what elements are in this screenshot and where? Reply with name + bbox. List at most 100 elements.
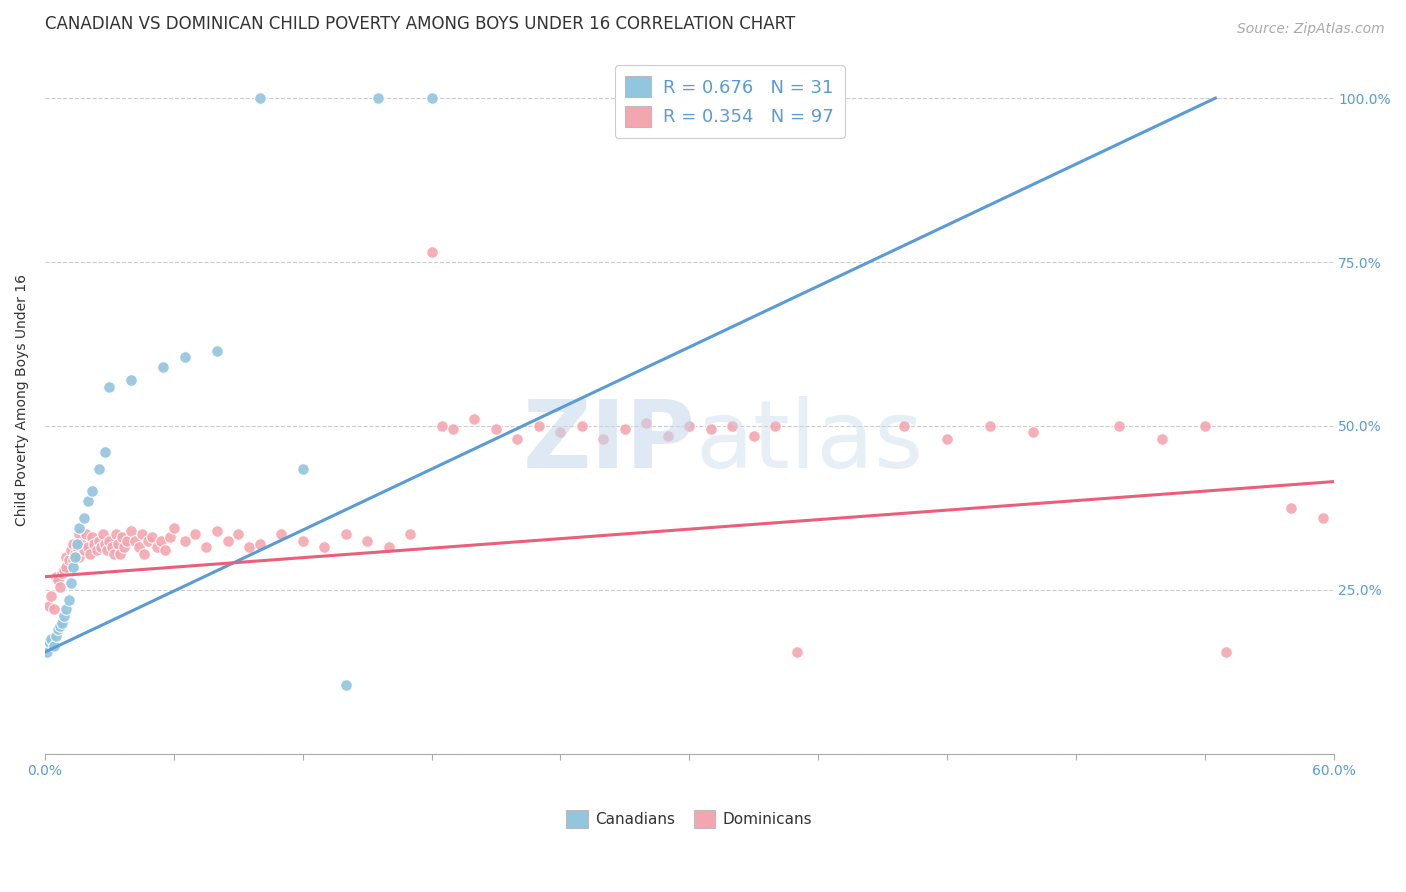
Point <box>1215 645 1237 659</box>
Point <box>55 602 77 616</box>
Point <box>173 350 195 364</box>
Point <box>217 533 239 548</box>
Point <box>195 540 218 554</box>
Point <box>1022 425 1045 440</box>
Point <box>45 570 67 584</box>
Point <box>79 547 101 561</box>
Point <box>356 533 378 548</box>
Point <box>62 553 84 567</box>
Point <box>63 547 86 561</box>
Point <box>86 543 108 558</box>
Point <box>420 91 443 105</box>
Point <box>550 425 572 440</box>
Point <box>66 537 89 551</box>
Point <box>38 635 60 649</box>
Point <box>51 566 73 581</box>
Point <box>49 580 72 594</box>
Point <box>94 537 117 551</box>
Text: ZIP: ZIP <box>523 396 696 488</box>
Point <box>291 533 314 548</box>
Point <box>657 428 679 442</box>
Point <box>114 540 136 554</box>
Point <box>636 416 658 430</box>
Point <box>96 543 118 558</box>
Point <box>155 543 177 558</box>
Point <box>1279 500 1302 515</box>
Point <box>83 537 105 551</box>
Point <box>45 629 67 643</box>
Point <box>1312 510 1334 524</box>
Point <box>485 422 508 436</box>
Point <box>53 563 76 577</box>
Point <box>291 461 314 475</box>
Point <box>527 418 550 433</box>
Point <box>979 418 1001 433</box>
Point <box>67 520 90 534</box>
Text: CANADIAN VS DOMINICAN CHILD POVERTY AMONG BOYS UNDER 16 CORRELATION CHART: CANADIAN VS DOMINICAN CHILD POVERTY AMON… <box>45 15 796 33</box>
Point <box>98 533 121 548</box>
Point <box>149 533 172 548</box>
Point <box>377 540 399 554</box>
Point <box>82 484 104 499</box>
Point <box>335 527 357 541</box>
Point <box>141 530 163 544</box>
Point <box>51 615 73 630</box>
Point <box>936 432 959 446</box>
Point <box>721 418 744 433</box>
Point <box>742 428 765 442</box>
Point <box>107 537 129 551</box>
Point <box>592 432 614 446</box>
Point <box>145 540 167 554</box>
Point <box>46 573 69 587</box>
Point <box>53 609 76 624</box>
Point <box>463 412 485 426</box>
Point <box>506 432 529 446</box>
Point <box>67 527 90 541</box>
Point <box>249 537 271 551</box>
Legend: Canadians, Dominicans: Canadians, Dominicans <box>560 804 818 834</box>
Point <box>420 245 443 260</box>
Point <box>70 537 93 551</box>
Point <box>128 540 150 554</box>
Point <box>120 524 142 538</box>
Point <box>77 540 100 554</box>
Point <box>59 543 82 558</box>
Point <box>41 632 63 646</box>
Point <box>62 537 84 551</box>
Point <box>104 527 127 541</box>
Point <box>46 622 69 636</box>
Point <box>42 602 65 616</box>
Point <box>270 527 292 541</box>
Point <box>63 549 86 564</box>
Point <box>786 645 808 659</box>
Point <box>432 418 454 433</box>
Point <box>49 619 72 633</box>
Point <box>72 543 94 558</box>
Point <box>314 540 336 554</box>
Point <box>37 645 59 659</box>
Point <box>59 576 82 591</box>
Point <box>124 533 146 548</box>
Text: Source: ZipAtlas.com: Source: ZipAtlas.com <box>1237 22 1385 37</box>
Point <box>120 373 142 387</box>
Point <box>94 445 117 459</box>
Point <box>184 527 207 541</box>
Point <box>87 533 110 548</box>
Point <box>82 530 104 544</box>
Point <box>115 533 138 548</box>
Point <box>152 359 174 374</box>
Point <box>58 592 80 607</box>
Point <box>226 527 249 541</box>
Point <box>159 530 181 544</box>
Point <box>238 540 260 554</box>
Point <box>108 547 131 561</box>
Point <box>67 549 90 564</box>
Point <box>571 418 593 433</box>
Point <box>1150 432 1173 446</box>
Point <box>205 343 228 358</box>
Point <box>399 527 422 541</box>
Y-axis label: Child Poverty Among Boys Under 16: Child Poverty Among Boys Under 16 <box>15 274 30 525</box>
Point <box>678 418 700 433</box>
Point <box>173 533 195 548</box>
Point <box>205 524 228 538</box>
